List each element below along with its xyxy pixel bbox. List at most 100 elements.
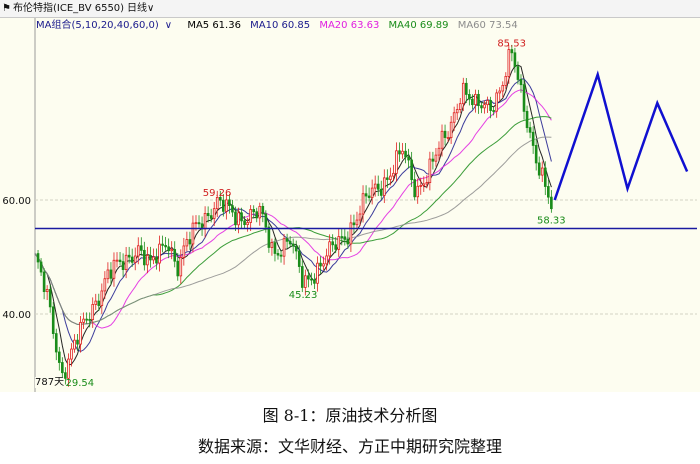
candle-body [42, 271, 46, 293]
candle-body [461, 82, 465, 105]
candle-body [152, 256, 155, 261]
candle-body [288, 240, 292, 245]
candle-body [519, 79, 523, 86]
ma-legend: MA组合(5,10,20,40,60,0) ∨ MA5 61.36 MA10 60… [36, 19, 524, 33]
candle-body [492, 110, 495, 112]
candle-body [331, 241, 334, 246]
source-note: 数据来源：文华财经、方正中期研究院整理 [197, 437, 502, 456]
candle-body [510, 49, 514, 54]
candle-body [209, 215, 213, 219]
candle-body [149, 255, 152, 261]
candle-body [307, 275, 310, 280]
candle-body [228, 199, 231, 207]
candle-body [222, 199, 225, 212]
candle-body [489, 100, 492, 111]
candle-body [416, 185, 420, 198]
candle-body [155, 256, 158, 264]
ma-group-label[interactable]: MA组合(5,10,20,40,60,0) ∨ [36, 20, 173, 31]
candle-body [547, 186, 550, 198]
candle-body [146, 255, 149, 266]
candle-body [398, 150, 401, 155]
candle-body [237, 212, 240, 226]
candle-body [434, 154, 438, 162]
candle-body [273, 242, 277, 254]
candle-body [477, 93, 480, 107]
candle-body [486, 100, 489, 106]
candle-body [507, 49, 511, 77]
candle-body [191, 222, 195, 245]
price-chart: 60.00 40.00 85.53 59.26 45.23 58.33 29.54 [2, 18, 697, 392]
candle-body [498, 90, 502, 94]
candle-body [446, 137, 450, 139]
candle-body [392, 172, 395, 177]
candle-body [537, 162, 541, 176]
candle-body [458, 103, 462, 110]
candle-body [522, 84, 526, 112]
candle-body [407, 156, 410, 161]
candle-body [79, 321, 82, 345]
candle-body [73, 339, 76, 350]
candle-body [82, 318, 85, 323]
candle-body [413, 179, 416, 198]
candle-body [118, 259, 122, 263]
candle-body [106, 269, 110, 280]
candle-body [480, 105, 483, 109]
candle-body [304, 275, 307, 288]
candle-body [340, 236, 344, 238]
candle-body [252, 209, 256, 213]
candle-body [100, 290, 104, 306]
candle-body [465, 82, 468, 95]
candle-body [85, 318, 88, 321]
candle-body [501, 84, 505, 92]
candle-body [389, 175, 392, 180]
candle-body [234, 211, 237, 226]
candle-body [173, 249, 177, 262]
candle-body [319, 262, 322, 267]
candle-body [176, 260, 180, 277]
candle-body [136, 245, 140, 257]
candle-body [455, 109, 459, 114]
candle-body [422, 183, 426, 186]
candle-body [94, 300, 98, 305]
candle-body [525, 110, 529, 129]
candle-body [386, 177, 389, 180]
candle-body [346, 239, 350, 245]
candle-body [61, 362, 64, 374]
ma60-line [34, 136, 552, 326]
candle-body [373, 183, 377, 189]
y-tick-label: 40.00 [2, 310, 31, 321]
candle-body [194, 222, 198, 225]
candle-body [258, 205, 262, 219]
ma5-label: MA5 61.36 [187, 20, 241, 31]
candle-body [124, 254, 128, 271]
candle-body [130, 256, 134, 263]
y-tick-label: 60.00 [2, 196, 31, 207]
candle-body [425, 182, 429, 185]
candle-body [443, 130, 447, 138]
figure-caption: 图 8-1：原油技术分析图 [262, 406, 438, 425]
candle-body [36, 253, 40, 263]
candle-body [246, 222, 249, 226]
period-label: 日线 [127, 3, 147, 14]
candle-body [51, 306, 55, 334]
candle-body [410, 159, 413, 181]
candle-body [215, 196, 219, 210]
price-annotation: 29.54 [65, 378, 94, 389]
candle-body [225, 199, 228, 212]
candle-body [468, 94, 471, 100]
candle-body [206, 213, 210, 217]
candle-body [355, 219, 359, 226]
candle-body [109, 269, 113, 279]
candle-body [70, 348, 73, 360]
chevron-down-icon: ∨ [147, 3, 155, 14]
chevron-down-icon: ∨ [164, 20, 173, 31]
candle-body [358, 213, 362, 221]
candle-body [364, 193, 368, 197]
period-selector[interactable]: 日线∨ [127, 0, 154, 17]
candle-body [528, 127, 532, 133]
candle-body [188, 239, 192, 245]
candle-body [255, 211, 259, 219]
ma10-line [34, 78, 552, 352]
candle-body [367, 195, 371, 198]
candle-body [167, 246, 170, 252]
